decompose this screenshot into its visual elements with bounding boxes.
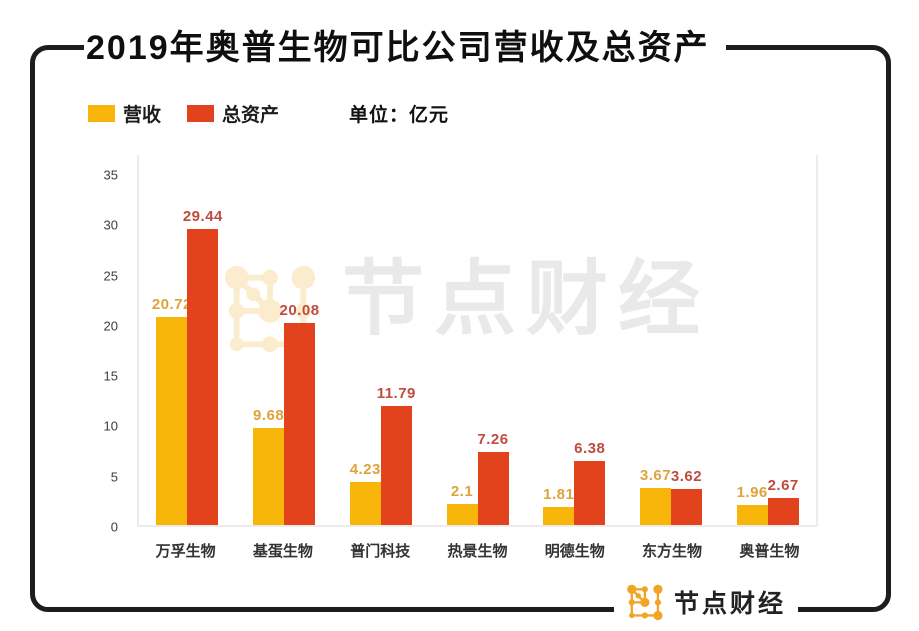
revenue-bar: 20.72 (152, 296, 191, 525)
revenue-bar: 1.96 (737, 484, 768, 525)
y-tick-label: 10 (103, 418, 118, 434)
watermark: 节点财经 (222, 252, 710, 358)
bar-value-label: 7.26 (477, 431, 509, 449)
bar-value-label: 3.62 (670, 467, 703, 485)
bar-group: 9.68 20.08 (236, 155, 333, 525)
y-axis: 0 5 10 15 20 25 30 35 (84, 155, 126, 534)
legend: 营收 总资产 单位：亿元 (88, 100, 449, 127)
bar-value-label: 4.23 (349, 461, 381, 479)
y-tick-label: 35 (103, 167, 118, 183)
bar-value-label: 2.67 (767, 477, 799, 495)
bar-value-label: 20.72 (151, 295, 192, 313)
total-assets-bar: 11.79 (377, 385, 415, 525)
revenue-bar: 1.81 (543, 486, 575, 525)
total-assets-bar: 29.44 (183, 208, 222, 525)
total-assets-bar: 20.08 (280, 302, 319, 525)
category-label: 热景生物 (447, 543, 508, 560)
bar-group: 1.81 6.38 (526, 155, 623, 525)
x-axis-categories: 万孚生物 基蛋生物 普门科技 热景生物 明德生物 东方生物 奥普生物 (137, 540, 818, 561)
y-tick-label: 5 (110, 469, 118, 485)
total-assets-bar: 6.38 (574, 440, 606, 525)
y-tick-label: 20 (103, 318, 118, 334)
watermark-text: 节点财经 (342, 254, 711, 345)
bar-group: 4.23 11.79 (332, 155, 429, 525)
legend-items: 营收 总资产 (88, 100, 305, 127)
y-tick-label: 15 (103, 368, 118, 384)
legend-swatch-icon (187, 105, 215, 122)
bar-group: 2.1 7.26 (429, 155, 526, 525)
bar-value-label: 11.79 (376, 385, 416, 403)
bar-value-label: 9.68 (252, 406, 285, 424)
revenue-bar: 4.23 (350, 461, 381, 525)
bar-group: 3.67 3.62 (623, 155, 720, 525)
category-label: 万孚生物 (155, 543, 216, 560)
y-tick-label: 30 (103, 217, 118, 233)
molecule-logo-icon (627, 584, 663, 621)
legend-label: 总资产 (222, 105, 280, 126)
y-tick-label: 0 (110, 519, 118, 535)
chart-title: 2019年奥普生物可比公司营收及总资产 (84, 28, 726, 68)
revenue-bar: 9.68 (253, 407, 285, 525)
total-assets-bar: 2.67 (768, 477, 799, 525)
category-label: 奥普生物 (739, 543, 800, 560)
revenue-bar: 2.1 (446, 483, 478, 525)
bar-group: 1.96 2.67 (719, 155, 816, 525)
total-assets-bar: 7.26 (477, 431, 509, 525)
legend-label: 营收 (123, 105, 162, 126)
revenue-bar: 3.67 (640, 467, 671, 525)
bar-value-label: 6.38 (574, 439, 606, 457)
bar-value-label: 20.08 (279, 302, 320, 320)
legend-item: 营收 (88, 100, 161, 127)
y-tick-label: 25 (103, 268, 118, 284)
legend-swatch-icon (88, 105, 115, 122)
unit-label: 单位：亿元 (349, 105, 450, 126)
footer-brand-text: 节点财经 (674, 590, 787, 618)
total-assets-bar: 3.62 (671, 468, 702, 525)
category-label: 东方生物 (642, 543, 703, 560)
bar-group: 20.72 29.44 (139, 155, 236, 525)
bar-value-label: 3.67 (639, 467, 672, 485)
footer-brand: 节点财经 (614, 580, 799, 624)
bar-value-label: 29.44 (182, 208, 223, 226)
bar-value-label: 1.96 (736, 484, 768, 502)
category-label: 普门科技 (350, 543, 411, 560)
bar-value-label: 2.1 (450, 482, 474, 500)
plot-area: 20.72 29.44 9.68 20.08 4.23 11.79 2.1 7.26 1.81 6… (137, 155, 818, 527)
bar-value-label: 1.81 (543, 485, 575, 503)
legend-item: 总资产 (187, 100, 279, 127)
category-label: 基蛋生物 (252, 543, 313, 560)
category-label: 明德生物 (544, 543, 605, 560)
